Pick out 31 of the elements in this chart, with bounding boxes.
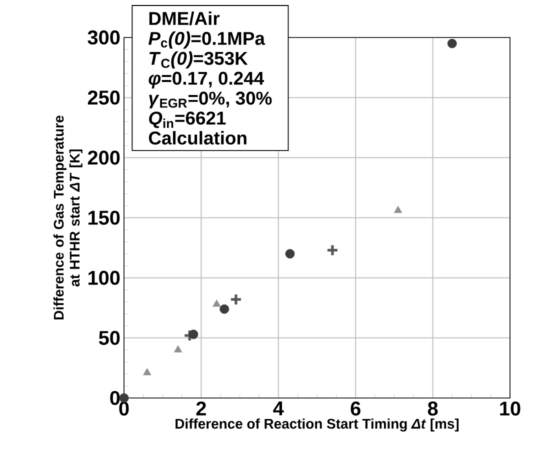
point (174, 345, 182, 352)
y-tick-label: 250 (88, 90, 120, 105)
y-tick-label: 300 (88, 30, 120, 45)
point (220, 304, 230, 314)
point (447, 38, 457, 48)
x-tick-label: 6 (350, 402, 360, 416)
x-axis-title: Difference of Reaction Start Timing Δt [ms] (176, 418, 459, 432)
annotation: γ$_{EGR}$=0%, 30% (149, 92, 272, 108)
x-tick-label: 8 (428, 402, 438, 416)
y-tick-label: 200 (88, 150, 120, 165)
x-tick-label: 0 (119, 402, 129, 416)
text: DME/Air (149, 12, 220, 26)
point (212, 300, 221, 307)
annotation: T$_{C}$(0)=353K (149, 51, 248, 69)
annotation: Calculation (148, 131, 246, 145)
y-tick-label: 0 (110, 390, 120, 406)
x-tick-label: 4 (273, 402, 284, 416)
x-tick-label: 10 (500, 402, 520, 416)
point (326, 244, 339, 256)
annotation: φ=0.17, 0.244 (148, 72, 264, 88)
annotation: Q$_{in}$=6621 (149, 112, 226, 128)
x-tick-label: 2 (196, 402, 206, 416)
y-tick-label: 150 (88, 210, 120, 225)
y-tick-label: 50 (98, 330, 120, 345)
y-tick-label: 100 (88, 270, 120, 285)
point (285, 249, 295, 258)
point (143, 368, 152, 376)
point (394, 206, 402, 213)
annotation: P$_{c}$(0)=0.1MPa (148, 31, 266, 49)
point (188, 330, 198, 340)
point (230, 293, 242, 306)
